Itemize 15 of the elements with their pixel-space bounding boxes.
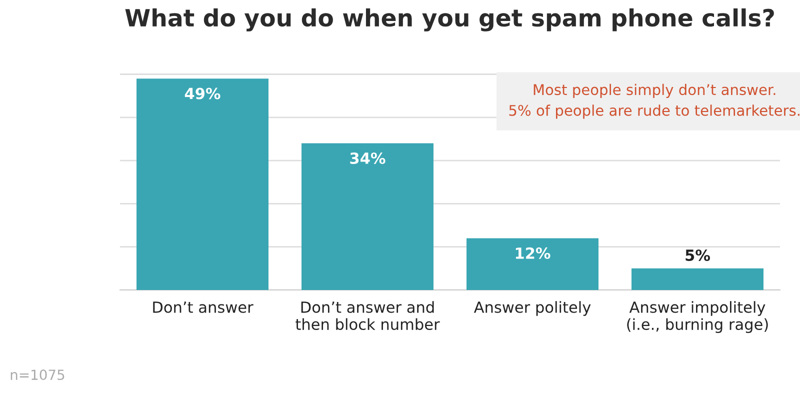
annotation: Most people simply don’t answer. 5% of people are rude to telemarketers. — [509, 84, 800, 119]
bar — [302, 143, 434, 290]
bar — [632, 268, 764, 290]
x-tick-label: Don’t answer — [153, 302, 254, 313]
data-label: 5% — [686, 249, 710, 262]
x-tick-label: Answer politely — [474, 301, 591, 316]
x-tick-label: Answer impolitely (i.e., burning rage) — [627, 301, 768, 334]
bar — [136, 78, 268, 290]
data-label: 49% — [184, 88, 220, 100]
text: n=1075 — [10, 370, 64, 380]
x-tick-label: Don’t answer and then block number — [296, 301, 440, 330]
chart-title: What do you do when you get spam phone calls? — [125, 8, 774, 32]
data-label: 12% — [516, 247, 550, 259]
data-label: 34% — [350, 152, 386, 164]
bar — [466, 238, 598, 290]
